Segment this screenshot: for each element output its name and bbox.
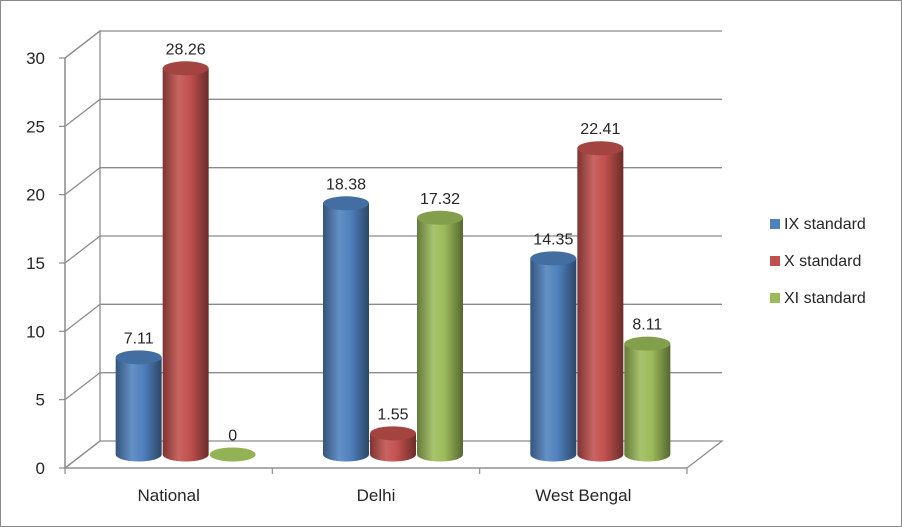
gridline-depth xyxy=(64,303,101,332)
legend-item: XI standard xyxy=(770,290,866,307)
bar-top xyxy=(370,426,416,441)
bar-top xyxy=(530,251,577,266)
data-label: 17.32 xyxy=(420,191,460,208)
legend-label: XI standard xyxy=(784,290,866,307)
bar-top xyxy=(115,350,162,365)
bar-body xyxy=(162,68,209,462)
bar-x-standard-delhi xyxy=(370,426,416,462)
data-label: 14.35 xyxy=(533,231,573,248)
bar-xi-standard-west-bengal xyxy=(624,336,671,462)
bar-x-standard-national xyxy=(162,61,209,462)
bar-body xyxy=(115,357,162,462)
data-label: 0 xyxy=(228,428,237,445)
legend-swatch xyxy=(770,256,780,266)
bar-top xyxy=(417,210,463,225)
gridline-depth xyxy=(64,235,101,264)
x-tick-label: National xyxy=(137,486,199,505)
legend-swatch xyxy=(770,293,780,303)
bar-body xyxy=(323,203,369,462)
legend-item: X standard xyxy=(770,253,861,270)
data-label: 8.11 xyxy=(632,317,662,334)
legend-label: IX standard xyxy=(784,216,866,233)
y-tick-label: 15 xyxy=(26,254,45,273)
gridline-depth xyxy=(64,372,101,401)
bar-body xyxy=(530,258,577,462)
gridline-depth xyxy=(64,98,101,127)
legend: IX standard X standard XI standard xyxy=(770,216,866,307)
data-labels: 7.11 28.26 0 18.38 1.55 17.32 14.35 22.41 8.11 xyxy=(124,41,663,444)
axes: 0 5 10 15 20 25 30 National Delhi West Bengal xyxy=(26,49,688,505)
y-tick-label: 0 xyxy=(36,459,45,478)
y-tick-label: 30 xyxy=(26,49,45,68)
bar-top xyxy=(162,61,209,76)
y-tick-label: 20 xyxy=(26,186,45,205)
y-tick-label: 10 xyxy=(26,322,45,341)
data-label: 28.26 xyxy=(166,41,206,58)
y-tick-label: 25 xyxy=(26,117,45,136)
data-label: 7.11 xyxy=(124,330,154,347)
bar-xi-standard-delhi xyxy=(417,210,464,462)
bar-xi-standard-national xyxy=(209,447,256,462)
bar-body xyxy=(577,148,624,462)
bar-ix-standard-west-bengal xyxy=(530,251,577,462)
bar-top xyxy=(209,447,256,462)
legend-item: IX standard xyxy=(770,216,866,233)
bar-body xyxy=(624,343,671,462)
bar-top xyxy=(323,196,369,211)
bar-ix-standard-delhi xyxy=(323,196,369,462)
x-tick-label: Delhi xyxy=(357,486,396,505)
data-label: 18.38 xyxy=(326,176,366,193)
gridline-depth xyxy=(64,167,101,196)
x-tick-label: West Bengal xyxy=(535,486,631,505)
y-tick-label: 5 xyxy=(36,391,45,410)
bar-ix-standard-national xyxy=(115,350,162,462)
bar-top xyxy=(577,141,624,156)
bar-body xyxy=(370,433,416,462)
bar-body xyxy=(417,217,464,462)
bar-x-standard-west-bengal xyxy=(577,141,624,462)
legend-label: X standard xyxy=(784,253,861,270)
gridline-depth xyxy=(64,30,101,59)
legend-swatch xyxy=(770,219,780,229)
bars xyxy=(115,61,671,462)
data-label: 22.41 xyxy=(580,121,620,138)
bar-top xyxy=(624,336,671,351)
data-label: 1.55 xyxy=(377,406,408,423)
